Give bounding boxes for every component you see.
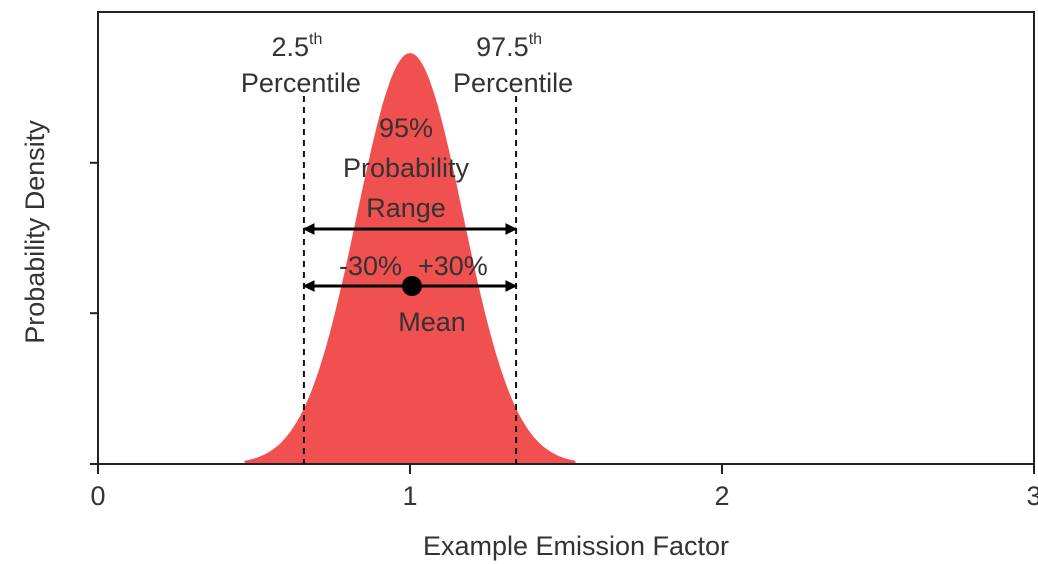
x-tick-label-0: 0 [90, 481, 105, 511]
percentile-label-1: 97.5th [476, 31, 542, 62]
mean-dot [402, 276, 422, 296]
plot-frame [97, 11, 1035, 465]
mean-label: Mean [398, 307, 466, 337]
range-label-line-2: Range [366, 193, 446, 223]
minus-30-label: -30% [339, 251, 402, 281]
y-axis-label: Probability Density [20, 120, 50, 344]
range-label-line-0: 95% [379, 113, 433, 143]
percentile-label-sub-0: Percentile [241, 68, 361, 98]
percentile-label-sub-1: Percentile [453, 68, 573, 98]
percentile-label-0: 2.5th [271, 31, 322, 62]
x-axis-label: Example Emission Factor [423, 531, 729, 561]
x-tick-label-1: 1 [402, 481, 417, 511]
plus-30-label: +30% [418, 251, 488, 281]
density-area-series-0 [244, 53, 576, 464]
x-tick-label-3: 3 [1026, 481, 1038, 511]
range-label-line-1: Probability [343, 153, 470, 183]
x-tick-label-2: 2 [714, 481, 729, 511]
